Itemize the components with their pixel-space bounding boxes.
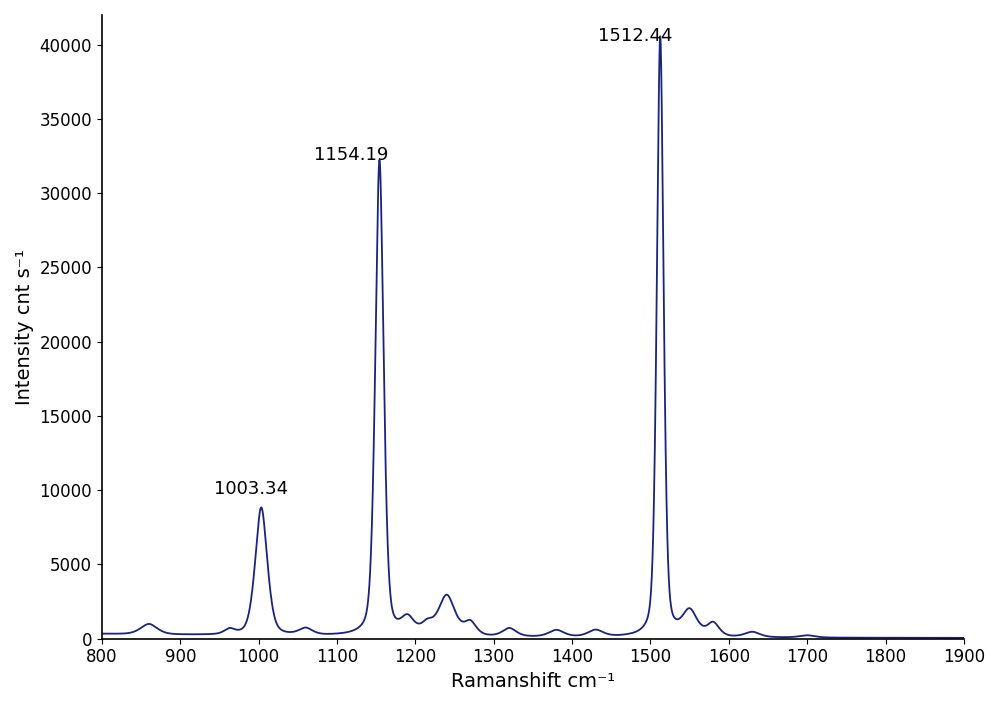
X-axis label: Ramanshift cm⁻¹: Ramanshift cm⁻¹: [451, 672, 615, 691]
Text: 1003.34: 1003.34: [214, 479, 288, 498]
Text: 1512.44: 1512.44: [598, 27, 672, 44]
Y-axis label: Intensity cnt s⁻¹: Intensity cnt s⁻¹: [15, 249, 34, 405]
Text: 1154.19: 1154.19: [314, 145, 388, 164]
